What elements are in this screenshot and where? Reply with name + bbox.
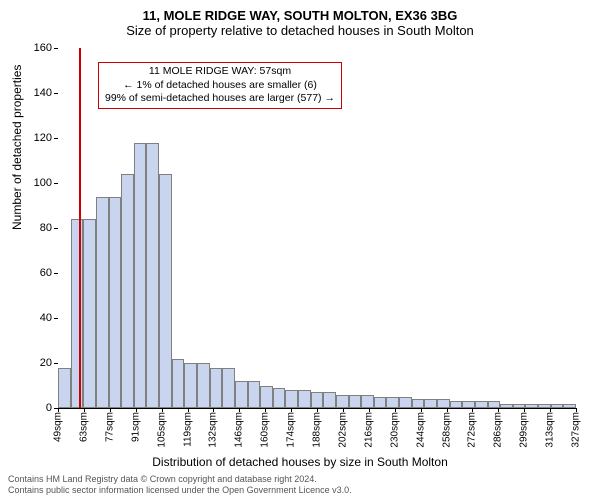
histogram-bar <box>146 143 159 409</box>
x-tick-label: 146sqm <box>234 412 245 448</box>
x-tick-label: 327sqm <box>571 412 582 448</box>
histogram-bar <box>285 390 298 408</box>
page-title: 11, MOLE RIDGE WAY, SOUTH MOLTON, EX36 3… <box>0 0 600 23</box>
histogram-bar <box>222 368 235 409</box>
histogram-bar <box>121 174 134 408</box>
histogram-bar <box>538 404 551 409</box>
histogram-bar <box>71 219 84 408</box>
histogram-bar <box>197 363 210 408</box>
x-tick-label: 313sqm <box>545 412 556 448</box>
histogram-bar <box>311 392 324 408</box>
y-tick-mark <box>54 273 58 274</box>
y-tick-label: 0 <box>46 402 52 414</box>
histogram-bar <box>450 401 463 408</box>
x-tick-label: 160sqm <box>260 412 271 448</box>
x-tick-label: 216sqm <box>363 412 374 448</box>
histogram-bar <box>58 368 71 409</box>
y-tick-label: 40 <box>40 312 52 324</box>
histogram-bar <box>349 395 362 409</box>
histogram-bar <box>210 368 223 409</box>
x-tick-label: 77sqm <box>104 412 115 442</box>
histogram-bar <box>273 388 286 408</box>
footer-attribution: Contains HM Land Registry data © Crown c… <box>8 474 352 496</box>
histogram-bar <box>488 401 501 408</box>
annotation-line: 11 MOLE RIDGE WAY: 57sqm <box>105 65 335 79</box>
y-tick-mark <box>54 183 58 184</box>
x-tick-label: 49sqm <box>53 412 64 442</box>
histogram-bar <box>361 395 374 409</box>
reference-line <box>79 48 81 408</box>
histogram-bar <box>172 359 185 409</box>
x-tick-label: 244sqm <box>415 412 426 448</box>
histogram-bar <box>248 381 261 408</box>
histogram-bar <box>386 397 399 408</box>
histogram-bar <box>159 174 172 408</box>
x-tick-label: 63sqm <box>78 412 89 442</box>
y-tick-mark <box>54 318 58 319</box>
x-tick-label: 91sqm <box>130 412 141 442</box>
y-axis-label: Number of detached properties <box>10 65 24 230</box>
x-tick-label: 258sqm <box>441 412 452 448</box>
histogram-bar <box>323 392 336 408</box>
histogram-bar <box>412 399 425 408</box>
y-tick-mark <box>54 138 58 139</box>
histogram-bar <box>260 386 273 409</box>
page-subtitle: Size of property relative to detached ho… <box>0 23 600 42</box>
histogram-chart: 02040608010012014016049sqm63sqm77sqm91sq… <box>58 48 576 409</box>
y-tick-mark <box>54 228 58 229</box>
histogram-bar <box>437 399 450 408</box>
x-tick-label: 286sqm <box>493 412 504 448</box>
histogram-bar <box>298 390 311 408</box>
x-tick-label: 202sqm <box>337 412 348 448</box>
y-tick-label: 120 <box>34 132 52 144</box>
annotation-line: ← 1% of detached houses are smaller (6) <box>105 79 335 93</box>
y-tick-mark <box>54 48 58 49</box>
x-tick-label: 174sqm <box>286 412 297 448</box>
x-tick-label: 188sqm <box>312 412 323 448</box>
x-axis-label: Distribution of detached houses by size … <box>0 455 600 469</box>
x-tick-label: 272sqm <box>467 412 478 448</box>
histogram-bar <box>563 404 576 409</box>
y-tick-label: 60 <box>40 267 52 279</box>
x-tick-label: 132sqm <box>208 412 219 448</box>
x-tick-label: 119sqm <box>182 412 193 447</box>
histogram-bar <box>551 404 564 409</box>
y-tick-label: 20 <box>40 357 52 369</box>
x-tick-label: 299sqm <box>519 412 530 448</box>
histogram-bar <box>525 404 538 409</box>
y-tick-label: 140 <box>34 87 52 99</box>
histogram-bar <box>184 363 197 408</box>
y-tick-mark <box>54 93 58 94</box>
footer-line: Contains public sector information licen… <box>8 485 352 496</box>
footer-line: Contains HM Land Registry data © Crown c… <box>8 474 352 485</box>
histogram-bar <box>374 397 387 408</box>
y-tick-label: 160 <box>34 42 52 54</box>
histogram-bar <box>500 404 513 409</box>
histogram-bar <box>109 197 122 409</box>
histogram-bar <box>462 401 475 408</box>
annotation-callout: 11 MOLE RIDGE WAY: 57sqm← 1% of detached… <box>98 62 342 109</box>
y-tick-label: 100 <box>34 177 52 189</box>
histogram-bar <box>96 197 109 409</box>
x-tick-label: 230sqm <box>389 412 400 448</box>
histogram-bar <box>424 399 437 408</box>
annotation-line: 99% of semi-detached houses are larger (… <box>105 92 335 106</box>
histogram-bar <box>475 401 488 408</box>
x-tick-label: 105sqm <box>156 412 167 448</box>
y-tick-label: 80 <box>40 222 52 234</box>
histogram-bar <box>134 143 147 409</box>
y-tick-mark <box>54 363 58 364</box>
histogram-bar <box>336 395 349 409</box>
histogram-bar <box>83 219 96 408</box>
histogram-bar <box>235 381 248 408</box>
histogram-bar <box>399 397 412 408</box>
